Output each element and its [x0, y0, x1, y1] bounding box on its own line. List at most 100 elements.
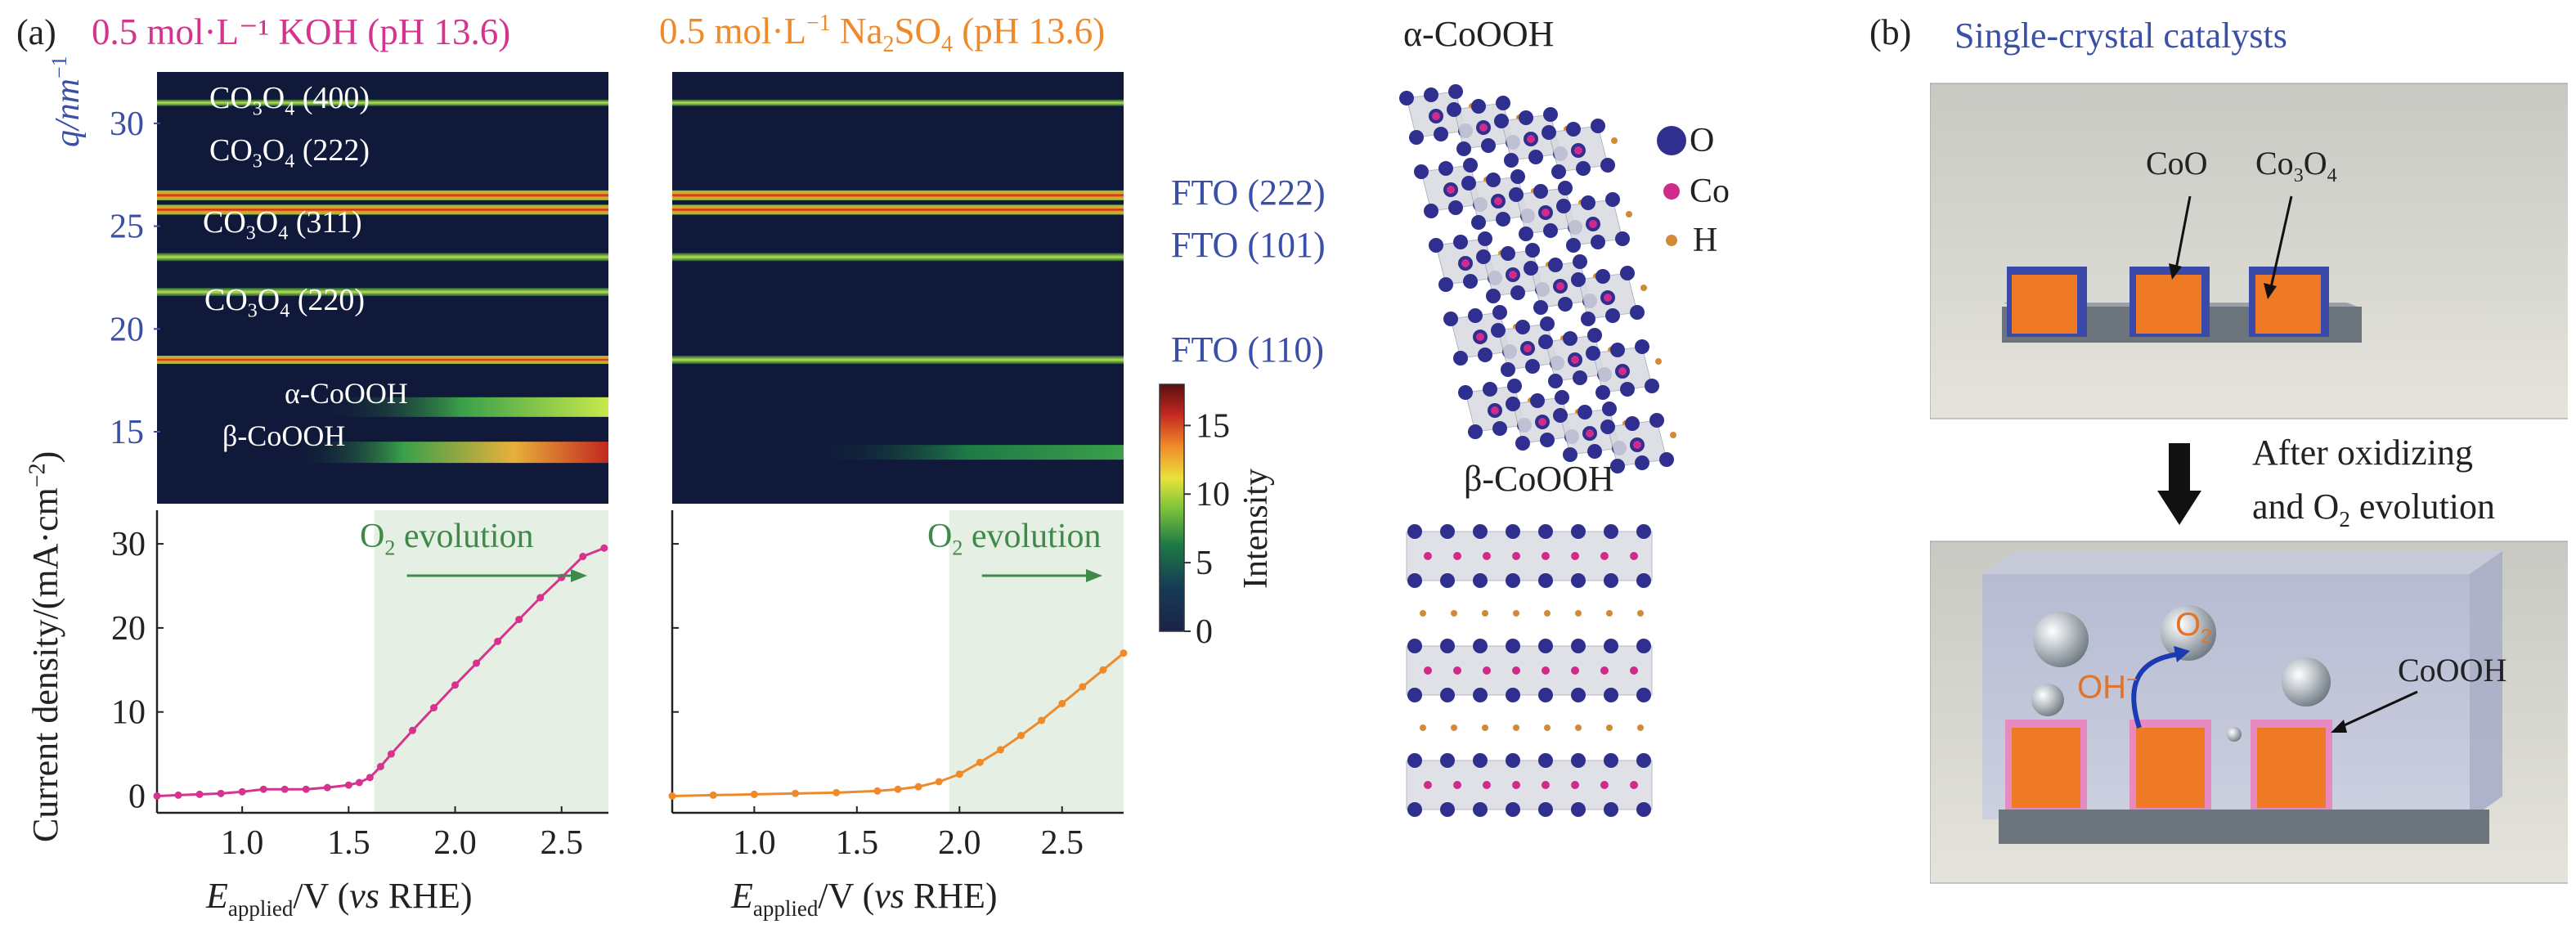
- x-axis-label-koh: Eapplied/V (vs RHE): [206, 876, 473, 921]
- legend-co-atom: [1663, 183, 1680, 200]
- data-point: [515, 616, 523, 624]
- o2-evolution-label-na2so4: O2 evolution: [927, 518, 1102, 560]
- panel-b-schematic: [1930, 83, 2568, 884]
- heatmap-band-q-21_8: [157, 288, 608, 297]
- cooh-cube-1: [2005, 720, 2087, 810]
- alpha-structure-title: α-CoOOH: [1403, 14, 1555, 54]
- bubble-2: [2031, 684, 2064, 716]
- data-point: [429, 704, 438, 712]
- data-point: [259, 785, 267, 793]
- co3o4-400-label: CO3O4 (400): [209, 81, 370, 120]
- q-tick-label-15: 15: [110, 414, 144, 451]
- data-point: [302, 785, 310, 793]
- bubble-3: [2282, 657, 2331, 706]
- q-tick-label-30: 30: [110, 105, 144, 143]
- co3o4-220-label: CO3O4 (220): [204, 283, 366, 322]
- panel-b-title: Single-crystal catalysts: [1954, 16, 2287, 56]
- heatmap-band-q-14: [292, 442, 608, 464]
- fto-222-label: FTO (222): [1171, 173, 1326, 213]
- cooh-cube-2: [2129, 720, 2211, 810]
- x-tick-label-1.5: 1.5: [327, 824, 370, 862]
- co3o4-222-label: CO3O4 (222): [209, 133, 370, 173]
- colorbar-label: Intensity: [1237, 469, 1275, 589]
- koh-title: 0.5 mol·L⁻¹ KOH (pH 13.6): [92, 11, 511, 52]
- data-point: [832, 788, 841, 796]
- top-schematic-bg: [1930, 83, 2568, 419]
- down-arrow-shaft: [2169, 443, 2190, 494]
- q-tick-label-25: 25: [110, 209, 144, 246]
- heatmap-band-q-31: [672, 99, 1124, 106]
- cooh-pointer: [2338, 690, 2418, 729]
- data-point: [174, 791, 182, 799]
- heatmap-band-q-31: [157, 99, 608, 106]
- heatmap-band-q-26_5: [157, 190, 608, 200]
- data-point: [668, 792, 676, 800]
- data-point: [217, 789, 225, 797]
- y-tick-label-20: 20: [111, 610, 146, 648]
- data-point: [914, 783, 922, 791]
- legend-h-label: H: [1693, 222, 1718, 259]
- fto-101-label: FTO (101): [1171, 225, 1326, 265]
- colorbar: 0 5 10 15: [1159, 384, 1230, 651]
- atom-legend: [1657, 126, 1686, 246]
- beta-cooh-structure: [1406, 524, 1653, 817]
- heatmap-koh-bg: [157, 72, 608, 504]
- x-tick-label-2: 2.0: [938, 824, 981, 862]
- colorbar-tick-label-15: 15: [1196, 407, 1230, 445]
- data-point: [473, 659, 481, 667]
- data-point: [894, 785, 902, 793]
- coo-cube-1: [2007, 267, 2087, 337]
- co3o4-label: Co3O4: [2255, 145, 2337, 186]
- beta-structure-title: β-CoOOH: [1464, 459, 1614, 499]
- co3o4-cube: [2249, 267, 2329, 337]
- heatmap-band-q-25_8: [672, 204, 1124, 215]
- x-tick-label-2.5: 2.5: [540, 824, 583, 862]
- data-point: [323, 783, 331, 792]
- heatmap-band-q-14: [807, 445, 1124, 460]
- heatmap-band-q-18_5: [157, 356, 608, 364]
- crystal-structures: [1399, 84, 1686, 817]
- panel-b-label: (b): [1869, 12, 1912, 52]
- data-point: [408, 726, 416, 734]
- data-point: [976, 758, 984, 766]
- data-point: [600, 544, 608, 552]
- legend-co-label: Co: [1690, 173, 1730, 210]
- current-density-line: [671, 652, 1124, 797]
- o2-evolution-label-koh: O2 evolution: [360, 518, 534, 560]
- data-point: [1017, 731, 1025, 739]
- heatmap-band-q-16_2: [315, 397, 608, 417]
- data-point: [1058, 699, 1066, 707]
- oh-label: OH−: [2077, 669, 2138, 706]
- colorbar-tick-label-10: 10: [1196, 476, 1230, 514]
- colorbar-tick-label-5: 5: [1196, 545, 1213, 582]
- down-arrow-head: [2157, 491, 2201, 525]
- co3o4-pointer: [2269, 195, 2293, 292]
- data-point: [387, 750, 395, 758]
- data-point: [451, 681, 460, 689]
- o2-bubble-label: O2: [2175, 607, 2212, 648]
- q-axis: 15 20 25 30: [110, 105, 160, 451]
- y-tick-label-30: 30: [111, 526, 146, 563]
- data-point: [366, 774, 374, 782]
- data-point: [873, 787, 882, 795]
- bubble-4: [2227, 727, 2242, 742]
- q-tick-label-20: 20: [110, 311, 144, 348]
- legend-o-atom: [1657, 126, 1686, 155]
- o2-evolution-label-b: and O2 evolution: [2252, 487, 2496, 532]
- x-tick-label-1.5: 1.5: [836, 824, 879, 862]
- oh-arrow: [2131, 652, 2179, 729]
- data-point: [280, 785, 289, 793]
- coo-label: CoO: [2146, 145, 2208, 182]
- panel-a-charts: 15 20 25 30 1.0 1.5 2.0 2.5 0 10 20 30 1.0 1.5 2.0 2.…: [110, 72, 1230, 862]
- heatmap-na2so4: [672, 72, 1124, 504]
- x-tick-label-1: 1.0: [221, 824, 264, 862]
- bottom-substrate: [1999, 810, 2489, 844]
- data-point: [935, 778, 943, 786]
- data-point: [195, 790, 204, 798]
- fto-110-label: FTO (110): [1171, 330, 1324, 370]
- alpha-cooh-structure: [1399, 84, 1676, 473]
- data-point: [955, 770, 963, 778]
- data-point: [1099, 666, 1107, 674]
- x-axis-label-na2so4: Eapplied/V (vs RHE): [731, 876, 998, 921]
- line-plot-na2so4: 1.0 1.5 2.0 2.5: [668, 510, 1128, 862]
